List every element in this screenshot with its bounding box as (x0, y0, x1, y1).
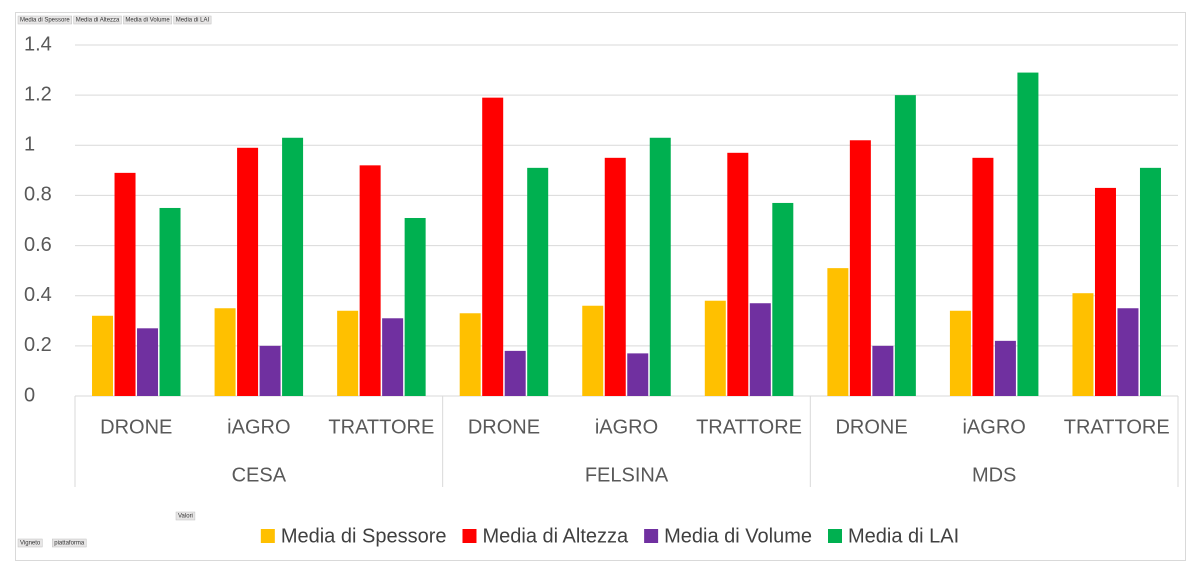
bar (337, 310, 359, 396)
x-tick-label: iAGRO (227, 416, 290, 438)
bar (727, 152, 749, 396)
y-tick-label: 0.8 (24, 184, 52, 206)
bar (772, 202, 794, 396)
bar (1094, 187, 1116, 396)
bar (1139, 167, 1161, 396)
legend-label: Media di LAI (848, 525, 959, 547)
value-field-button[interactable]: Media di LAI (176, 18, 210, 24)
bar (282, 137, 304, 396)
group-label: FELSINA (585, 464, 669, 486)
legend-swatch (260, 529, 275, 543)
legend-label: Media di Altezza (482, 525, 629, 547)
x-tick-label: TRATTORE (696, 416, 802, 438)
bar (459, 313, 481, 396)
y-tick-label: 0.4 (24, 284, 52, 306)
value-field-button[interactable]: Media di Spessore (20, 18, 70, 24)
value-field-button-bg (173, 15, 212, 25)
group-label: MDS (972, 464, 1016, 486)
bar (1017, 72, 1039, 396)
bar (404, 217, 426, 396)
bar (359, 165, 381, 396)
x-tick-label: iAGRO (595, 416, 658, 438)
value-field-button-bg (73, 15, 122, 25)
legend-label: Media di Volume (664, 525, 812, 547)
x-tick-label: iAGRO (962, 416, 1025, 438)
bar (237, 147, 259, 396)
x-tick-label: TRATTORE (1064, 416, 1170, 438)
legend-swatch (644, 529, 659, 543)
data-field-button-bg (175, 511, 196, 521)
bar (872, 345, 894, 396)
bar (994, 340, 1016, 396)
bar (504, 350, 526, 396)
y-tick-label: 0.6 (24, 234, 52, 256)
y-tick-label: 1 (24, 134, 35, 156)
bar (704, 300, 726, 396)
bar (1072, 293, 1094, 396)
bar (159, 207, 181, 396)
bar (649, 137, 671, 396)
bar (949, 310, 971, 396)
value-field-button-bg (123, 15, 173, 25)
value-field-button[interactable]: Media di Altezza (76, 18, 120, 24)
bar (827, 268, 849, 396)
bar (972, 157, 994, 396)
bar (214, 308, 236, 396)
bar (582, 305, 604, 396)
bar (482, 97, 504, 397)
legend-swatch (462, 529, 477, 543)
legend-label: Media di Spessore (281, 525, 447, 547)
value-field-button-bg (17, 15, 72, 25)
bar (894, 95, 916, 397)
data-field-button[interactable]: Valori (178, 514, 193, 520)
x-tick-label: DRONE (468, 416, 540, 438)
row-field-button-bg (52, 538, 87, 548)
group-label: CESA (232, 464, 287, 486)
bar (527, 167, 549, 396)
bar (259, 345, 281, 396)
y-tick-label: 1.4 (24, 33, 52, 55)
bar (627, 353, 649, 396)
bar (382, 318, 404, 396)
x-tick-label: TRATTORE (328, 416, 434, 438)
bar (92, 315, 114, 396)
y-tick-label: 0.2 (24, 334, 52, 356)
row-field-button[interactable]: piattaforma (54, 541, 85, 547)
legend-swatch (828, 529, 842, 543)
row-field-button[interactable]: Vigneto (20, 541, 41, 547)
bar (1117, 308, 1139, 396)
bar (749, 303, 771, 396)
bar (604, 157, 626, 396)
x-tick-label: DRONE (835, 416, 907, 438)
bar (849, 140, 871, 396)
bar (114, 172, 136, 396)
y-tick-label: 1.2 (24, 83, 52, 105)
row-field-button-bg (17, 538, 43, 548)
bar (137, 328, 159, 396)
value-field-button[interactable]: Media di Volume (125, 18, 170, 24)
y-tick-label: 0 (24, 384, 35, 406)
x-tick-label: DRONE (100, 416, 172, 438)
